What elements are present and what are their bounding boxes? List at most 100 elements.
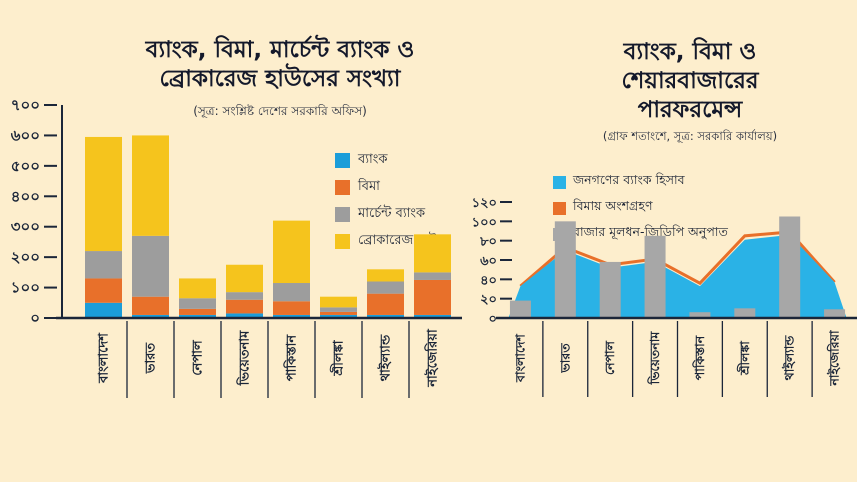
legend-item-merchant-bank: মার্চেন্ট ব্যাংক: [335, 204, 447, 225]
y-axis-tick-label: ৪০০: [11, 187, 40, 205]
right-chart-title-line2: শেয়ারবাজারের: [621, 68, 759, 94]
category-label: নেপাল: [191, 339, 206, 376]
category-label: নাইজেরিয়া: [424, 328, 441, 388]
bar-segment: [132, 235, 169, 297]
bar-segment: [414, 234, 451, 273]
mcap-bar: [554, 221, 576, 318]
insurance-swatch-icon: [335, 180, 350, 195]
y-axis-tick-label: ০: [30, 309, 40, 327]
category-label: শ্রীলঙ্কা: [736, 340, 752, 376]
bank-accounts-swatch-icon: [553, 175, 566, 189]
bar-segment: [414, 279, 451, 315]
bar-segment: [414, 272, 451, 280]
category-label: থাইল্যান্ড: [781, 335, 797, 381]
mcap-bar: [689, 312, 711, 318]
bar-segment: [320, 314, 357, 318]
legend-item-insurance: বিমা: [335, 177, 447, 198]
bar-segment: [367, 281, 404, 294]
category-label: ভিয়েতনাম: [236, 330, 253, 387]
legend-label-insurance: বিমা: [358, 179, 380, 194]
bar-segment: [226, 292, 263, 300]
y-axis-tick-label: ৬০: [480, 254, 497, 269]
category-label: ভারত: [557, 342, 572, 374]
y-axis-tick-label: ৬০০: [11, 126, 40, 144]
insurance-participation-swatch-icon: [553, 201, 566, 215]
right-chart-title-line3: পারফরমেন্স: [637, 97, 743, 123]
category-label: থাইল্যান্ড: [377, 334, 394, 381]
bar-segment: [226, 313, 263, 318]
category-label: পাকিস্তান: [691, 334, 707, 380]
bar-segment: [320, 296, 357, 308]
category-label: শ্রীলঙ্কা: [330, 339, 347, 376]
legend-item-bank-accounts: জনগণের ব্যাংক হিসাব: [553, 172, 728, 192]
bar-segment: [320, 307, 357, 312]
category-label: বাংলাদেশ: [512, 332, 527, 382]
bar-segment: [85, 302, 122, 318]
legend-label-merchant-bank: মার্চেন্ট ব্যাংক: [358, 206, 426, 221]
mcap-bar: [509, 300, 531, 318]
legend-label-insurance-participation: বিমায় অংশগ্রহণ: [573, 198, 653, 213]
mcap-bar: [734, 308, 756, 318]
y-axis-tick-label: ৪০: [480, 273, 497, 288]
bar-segment: [320, 311, 357, 315]
bar-segment: [179, 314, 216, 318]
category-label: ভারত: [144, 342, 159, 375]
y-axis-tick-label: ২০০: [11, 248, 40, 266]
left-chart-title-line2: ব্রোকারেজ হাউসের সংখ্যা: [159, 66, 401, 92]
category-label: ভিয়েতনাম: [646, 331, 662, 386]
bar-segment: [85, 136, 122, 252]
category-label: বাংলাদেশ: [97, 332, 112, 384]
y-axis-tick-label: ১২০: [472, 196, 497, 211]
y-axis-tick-label: ০: [489, 312, 497, 327]
right-chart-legend: জনগণের ব্যাংক হিসাব বিমায় অংশগ্রহণ বাজা…: [553, 172, 728, 244]
y-axis-tick-label: ৭০০: [11, 96, 40, 114]
bank-accounts-area: [508, 234, 847, 318]
left-chart-subtitle: (সূত্র: সংশ্লিষ্ট দেশের সরকারি অফিস): [193, 104, 367, 118]
left-chart-title: ব্যাংক, বিমা, মার্চেন্ট ব্যাংক ও ব্রোকার…: [55, 36, 505, 94]
bar-segment: [367, 293, 404, 315]
bar-segment: [179, 278, 216, 299]
bar-segment: [132, 296, 169, 315]
bar-segment: [85, 278, 122, 303]
bank-swatch-icon: [335, 153, 350, 168]
bar-segment: [132, 135, 169, 236]
bar-segment: [226, 264, 263, 293]
y-axis-tick-label: ৩০০: [11, 218, 40, 236]
y-axis-tick-label: ১০০: [472, 215, 497, 230]
brokerage-house-swatch-icon: [335, 234, 350, 249]
mcap-bar: [779, 216, 801, 318]
y-axis-tick-label: ৫০০: [11, 157, 40, 175]
bar-segment: [367, 314, 404, 318]
left-chart-title-line1: ব্যাংক, বিমা, মার্চেন্ট ব্যাংক ও: [145, 37, 415, 63]
legend-label-bank: ব্যাংক: [358, 152, 388, 167]
bar-segment: [273, 314, 310, 318]
bar-segment: [132, 314, 169, 318]
bar-segment: [273, 283, 310, 302]
legend-label-mcap-gdp-ratio: বাজার মূলধন-জিডিপি অনুপাত: [573, 224, 728, 239]
stacked-bar-chart: ০ ১০০ ২০০ ৩০০ ৪০০ ৫০০ ৬০০ ৭০০ বাংলাদেশ ভারত নেপাল ভ…: [11, 96, 462, 398]
area-combo-chart: ০ ২০ ৪০ ৬০ ৮০ ১০০ ১২০ বাংলাদেশ ভারত নেপাল ভিয়েতনা…: [472, 196, 857, 397]
merchant-bank-swatch-icon: [335, 207, 350, 222]
right-chart-title-line1: ব্যাংক, বিমা ও: [623, 39, 757, 65]
mcap-bar: [824, 309, 846, 318]
bar-segment: [179, 308, 216, 315]
y-axis-tick-label: ৮০: [479, 235, 497, 250]
category-label: পাকিস্তান: [283, 334, 300, 382]
right-chart-subtitle: (গ্রাফ শতাংশে, সূত্র: সরকারি কার্যালয়): [602, 129, 778, 143]
category-label: নেপাল: [602, 339, 617, 375]
legend-item-insurance-participation: বিমায় অংশগ্রহণ: [553, 198, 728, 218]
bar-segment: [179, 298, 216, 309]
bar-segment: [273, 220, 310, 284]
bar-segment: [273, 301, 310, 315]
right-chart-title: ব্যাংক, বিমা ও শেয়ারবাজারের পারফরমেন্স: [545, 38, 835, 125]
legend-item-bank: ব্যাংক: [335, 150, 447, 171]
mcap-bar: [599, 261, 621, 318]
legend-label-bank-accounts: জনগণের ব্যাংক হিসাব: [573, 172, 685, 187]
y-axis-tick-label: ১০০: [11, 279, 40, 297]
category-label: নাইজেরিয়া: [826, 329, 842, 387]
mcap-bar: [644, 235, 666, 318]
y-axis-tick-label: ২০: [480, 293, 497, 308]
bar-segment: [226, 299, 263, 314]
bar-segment: [367, 269, 404, 282]
